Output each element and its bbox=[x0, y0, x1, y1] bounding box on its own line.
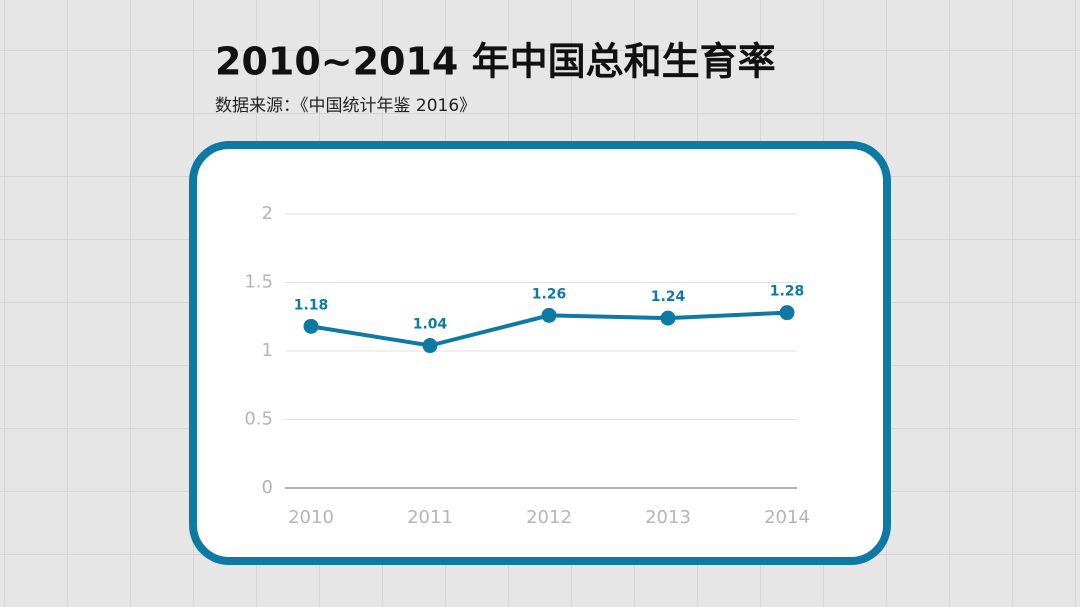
point bbox=[303, 318, 319, 334]
y-tick-label: 1.5 bbox=[244, 272, 273, 293]
chart-subtitle: 数据来源：《中国统计年鉴 2016》 bbox=[215, 96, 476, 116]
y-tick-label: 0 bbox=[262, 477, 273, 498]
chart-card bbox=[189, 141, 891, 565]
point bbox=[422, 338, 438, 354]
x-tick-label: 2012 bbox=[526, 507, 572, 528]
x-tick-label: 2010 bbox=[288, 507, 334, 528]
x-tick-label: 2013 bbox=[645, 507, 691, 528]
data-label: 1.04 bbox=[413, 317, 448, 333]
chart-title: 2010~2014 年中国总和生育率 bbox=[215, 40, 776, 84]
data-label: 1.26 bbox=[532, 286, 567, 302]
point bbox=[660, 310, 676, 326]
y-tick-label: 0.5 bbox=[244, 409, 273, 430]
y-tick-label: 2 bbox=[262, 203, 273, 224]
x-tick-label: 2014 bbox=[764, 507, 810, 528]
x-tick-label: 2011 bbox=[407, 507, 453, 528]
point bbox=[541, 307, 557, 323]
data-label: 1.28 bbox=[770, 284, 805, 300]
point bbox=[779, 305, 795, 321]
y-tick-label: 1 bbox=[262, 340, 273, 361]
data-label: 1.24 bbox=[651, 289, 686, 305]
data-label: 1.18 bbox=[294, 297, 329, 313]
